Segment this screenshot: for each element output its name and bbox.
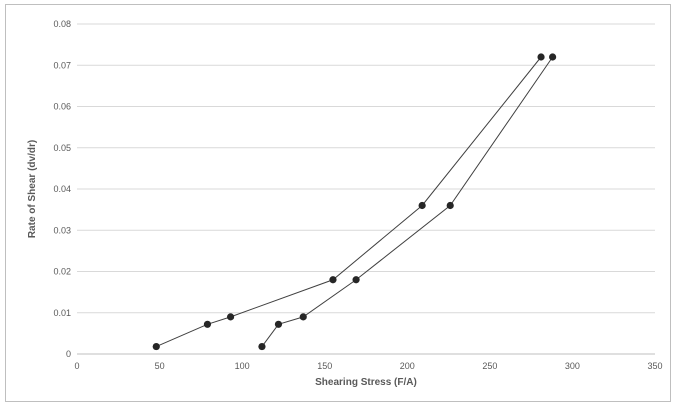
data-point (274, 320, 283, 328)
x-tick-label: 350 (647, 361, 662, 371)
y-tick-label: 0.08 (53, 19, 71, 29)
data-point (152, 342, 160, 351)
x-tick-label: 0 (74, 361, 79, 371)
x-tick-label: 300 (565, 361, 580, 371)
data-point (352, 276, 360, 284)
x-tick-label: 150 (317, 361, 332, 371)
y-tick-label: 0.03 (53, 225, 71, 235)
chart-area: 0 0.01 0.02 0.03 0.04 0.05 0.06 0.07 0.08 0 50 100… (5, 4, 671, 402)
y-tick-label: 0 (66, 349, 71, 359)
y-tick-label: 0.02 (53, 267, 71, 277)
y-tick-labels: 0 0.01 0.02 0.03 0.04 0.05 0.06 0.07 0.08 (53, 19, 71, 359)
x-tick-label: 50 (155, 361, 165, 371)
data-point (258, 342, 266, 351)
y-axis-title: Rate of Shear (dv/dr) (27, 140, 38, 238)
data-point (446, 201, 454, 210)
data-point (549, 53, 557, 61)
series-line-1 (156, 56, 542, 348)
data-point (299, 313, 307, 321)
x-axis-title: Shearing Stress (F/A) (315, 377, 417, 388)
scatter-chart: 0 0.01 0.02 0.03 0.04 0.05 0.06 0.07 0.08 0 50 100… (27, 19, 663, 388)
series-line-2 (261, 56, 554, 347)
x-tick-label: 200 (400, 361, 415, 371)
data-point (226, 313, 235, 321)
y-tick-label: 0.07 (53, 60, 71, 70)
gridlines (77, 23, 655, 314)
y-tick-label: 0.01 (53, 308, 71, 318)
y-tick-label: 0.06 (53, 102, 71, 112)
y-tick-label: 0.04 (53, 184, 71, 194)
data-point (329, 276, 337, 284)
data-point (203, 320, 212, 328)
y-tick-label: 0.05 (53, 143, 71, 153)
x-tick-label: 100 (235, 361, 250, 371)
data-point (537, 53, 545, 61)
series (152, 53, 557, 351)
data-point (418, 201, 426, 210)
x-tick-labels: 0 50 100 150 200 250 300 350 (74, 361, 662, 371)
x-tick-label: 250 (482, 361, 497, 371)
